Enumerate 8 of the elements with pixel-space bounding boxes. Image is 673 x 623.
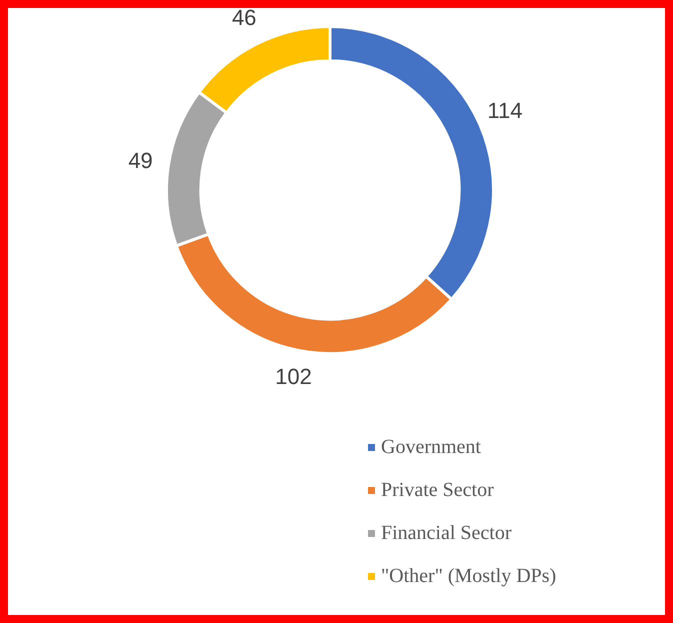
legend-label: Financial Sector	[381, 522, 512, 545]
legend-label: Government	[381, 436, 481, 459]
legend-label: "Other" (Mostly DPs)	[381, 565, 556, 588]
data-label: 46	[232, 4, 256, 30]
data-label: 114	[487, 98, 522, 124]
data-label: 102	[275, 364, 312, 390]
data-label: 49	[128, 148, 153, 174]
legend-label: Private Sector	[381, 479, 494, 502]
